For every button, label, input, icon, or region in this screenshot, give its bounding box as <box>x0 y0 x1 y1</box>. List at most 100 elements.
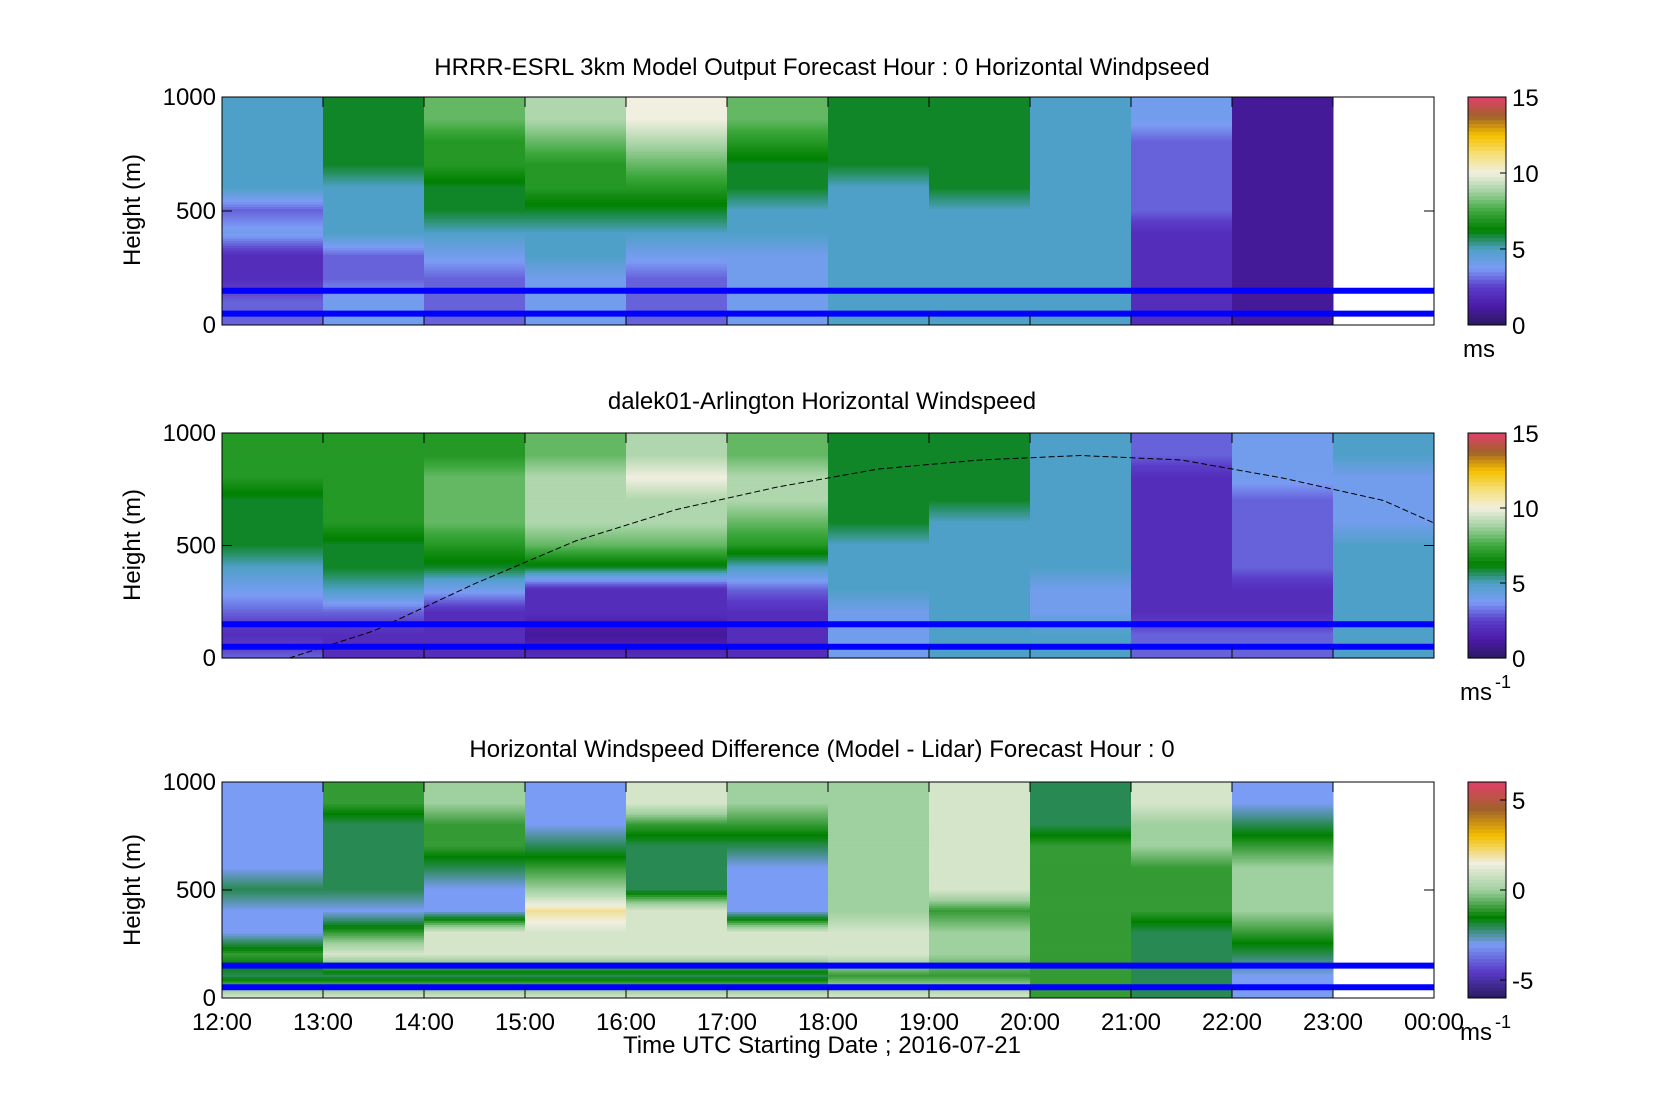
heatmap-cell <box>929 642 1031 646</box>
heatmap-cell <box>424 252 526 255</box>
heatmap-cell <box>222 628 324 632</box>
heatmap-cell <box>828 167 930 171</box>
heatmap-cell <box>626 820 728 824</box>
heatmap-cell <box>1131 213 1233 217</box>
heatmap-cell <box>424 816 526 820</box>
heatmap-cell <box>626 615 728 619</box>
heatmap-cell <box>727 604 829 607</box>
heatmap-cell <box>626 151 728 155</box>
heatmap-cell <box>929 460 1031 463</box>
heatmap-cell <box>828 597 930 601</box>
heatmap-cell <box>828 471 930 475</box>
heatmap-cell <box>1333 460 1435 463</box>
heatmap-cell <box>1232 101 1334 105</box>
heatmap-cell <box>424 541 526 544</box>
heatmap-cell <box>727 473 829 477</box>
heatmap-cell <box>626 610 728 614</box>
heatmap-cell <box>323 473 425 477</box>
heatmap-cell <box>1232 909 1334 913</box>
heatmap-cell <box>1232 433 1334 436</box>
colorbar-swatch <box>1468 538 1506 543</box>
heatmap-cell <box>1030 892 1132 895</box>
heatmap-cell <box>828 883 930 887</box>
heatmap-cell <box>929 195 1031 198</box>
heatmap-cell <box>1030 240 1132 244</box>
heatmap-cell <box>727 922 829 926</box>
heatmap-cell <box>828 907 930 910</box>
heatmap-cell <box>323 115 425 118</box>
heatmap-cell <box>1232 887 1334 891</box>
heatmap-cell <box>424 574 526 578</box>
heatmap-cell <box>1030 849 1132 852</box>
heatmap-cell <box>222 586 324 589</box>
heatmap-cell <box>525 831 627 835</box>
heatmap-cell <box>626 101 728 105</box>
heatmap-cell <box>525 805 627 809</box>
heatmap-cell <box>626 455 728 459</box>
heatmap-cell <box>828 905 930 908</box>
heatmap-cell <box>1232 933 1334 936</box>
heatmap-cell <box>323 439 425 443</box>
heatmap-cell <box>1333 487 1435 490</box>
heatmap-cell <box>626 649 728 652</box>
heatmap-cell <box>525 442 627 445</box>
heatmap-cell <box>1131 810 1233 813</box>
heatmap-cell <box>525 224 627 228</box>
heatmap-cell <box>222 980 324 984</box>
heatmap-cell <box>323 588 425 592</box>
heatmap-cell <box>727 877 829 880</box>
heatmap-cell <box>525 599 627 603</box>
heatmap-cell <box>424 568 526 571</box>
heatmap-cell <box>1030 931 1132 934</box>
heatmap-cell <box>929 653 1031 657</box>
heatmap-cell <box>626 846 728 850</box>
heatmap-cell <box>1131 805 1233 809</box>
heatmap-cell <box>626 514 728 517</box>
heatmap-cell <box>828 978 930 982</box>
heatmap-cell <box>525 909 627 913</box>
colorbar-swatch <box>1468 306 1506 311</box>
heatmap-cell <box>1333 570 1435 574</box>
heatmap-cell <box>1232 309 1334 312</box>
heatmap-cell <box>727 489 829 493</box>
heatmap-cell <box>929 788 1031 792</box>
heatmap-cell <box>1030 928 1132 932</box>
heatmap-cell <box>1333 545 1435 549</box>
heatmap-cell <box>727 464 829 468</box>
heatmap-cell <box>424 980 526 984</box>
heatmap-cell <box>929 128 1031 132</box>
heatmap-cell <box>1232 115 1334 118</box>
heatmap-cell <box>525 651 627 655</box>
heatmap-cell <box>929 877 1031 880</box>
heatmap-cell <box>1030 455 1132 459</box>
heatmap-cell <box>828 491 930 495</box>
heatmap-cell <box>1131 451 1233 454</box>
heatmap-cell <box>1333 514 1435 517</box>
colorbar-swatch <box>1468 222 1506 227</box>
heatmap-cell <box>1030 464 1132 468</box>
heatmap-cell <box>1232 236 1334 239</box>
heatmap-cell <box>1131 563 1233 567</box>
colorbar-swatch <box>1468 523 1506 528</box>
heatmap-cell <box>929 801 1031 805</box>
heatmap-cell <box>626 626 728 630</box>
heatmap-cell <box>323 635 425 639</box>
heatmap-cell <box>1232 268 1334 271</box>
heatmap-cell <box>525 460 627 463</box>
heatmap-cell <box>1030 265 1132 269</box>
heatmap-cell <box>727 820 829 824</box>
heatmap-cell <box>525 265 627 269</box>
heatmap-cell <box>626 215 728 219</box>
heatmap-cell <box>424 451 526 454</box>
heatmap-cell <box>1131 265 1233 269</box>
heatmap-cell <box>424 525 526 529</box>
heatmap-cell <box>424 976 526 980</box>
heatmap-cell <box>1131 433 1233 436</box>
heatmap-cell <box>1333 565 1435 569</box>
heatmap-cell <box>424 833 526 837</box>
heatmap-cell <box>727 149 829 153</box>
heatmap-cell <box>828 502 930 506</box>
heatmap-cell <box>323 881 425 885</box>
heatmap-cell <box>1232 894 1334 897</box>
heatmap-cell <box>323 466 425 470</box>
